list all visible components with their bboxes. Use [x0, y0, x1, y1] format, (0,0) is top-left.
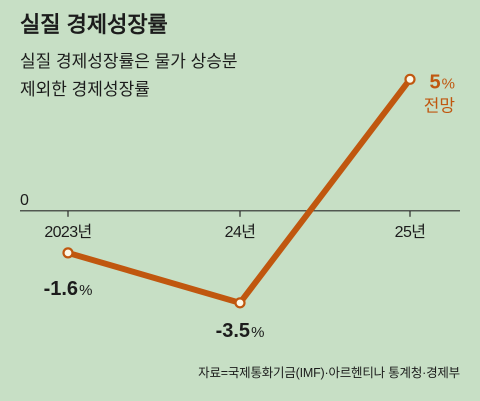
data-point — [406, 75, 415, 84]
chart-subtitle-line-1: 실질 경제성장률은 물가 상승분 — [20, 52, 238, 71]
data-label: 5% — [430, 71, 455, 93]
data-label: -1.6% — [44, 278, 93, 300]
chart-subtitle-line-2: 제외한 경제성장률 — [20, 80, 150, 99]
x-tick-label: 24년 — [225, 223, 256, 241]
data-point — [236, 298, 245, 307]
y-zero-label: 0 — [20, 192, 29, 209]
data-label: -3.5% — [216, 320, 265, 342]
forecast-annotation: 전망 — [424, 96, 456, 115]
source-note: 자료=국제통화기금(IMF)·아르헨티나 통계청·경제부 — [198, 366, 460, 380]
x-tick-label: 2023년 — [44, 223, 91, 241]
data-point — [64, 248, 73, 257]
x-tick-label: 25년 — [395, 223, 426, 241]
chart-title: 실질 경제성장률 — [20, 12, 168, 37]
